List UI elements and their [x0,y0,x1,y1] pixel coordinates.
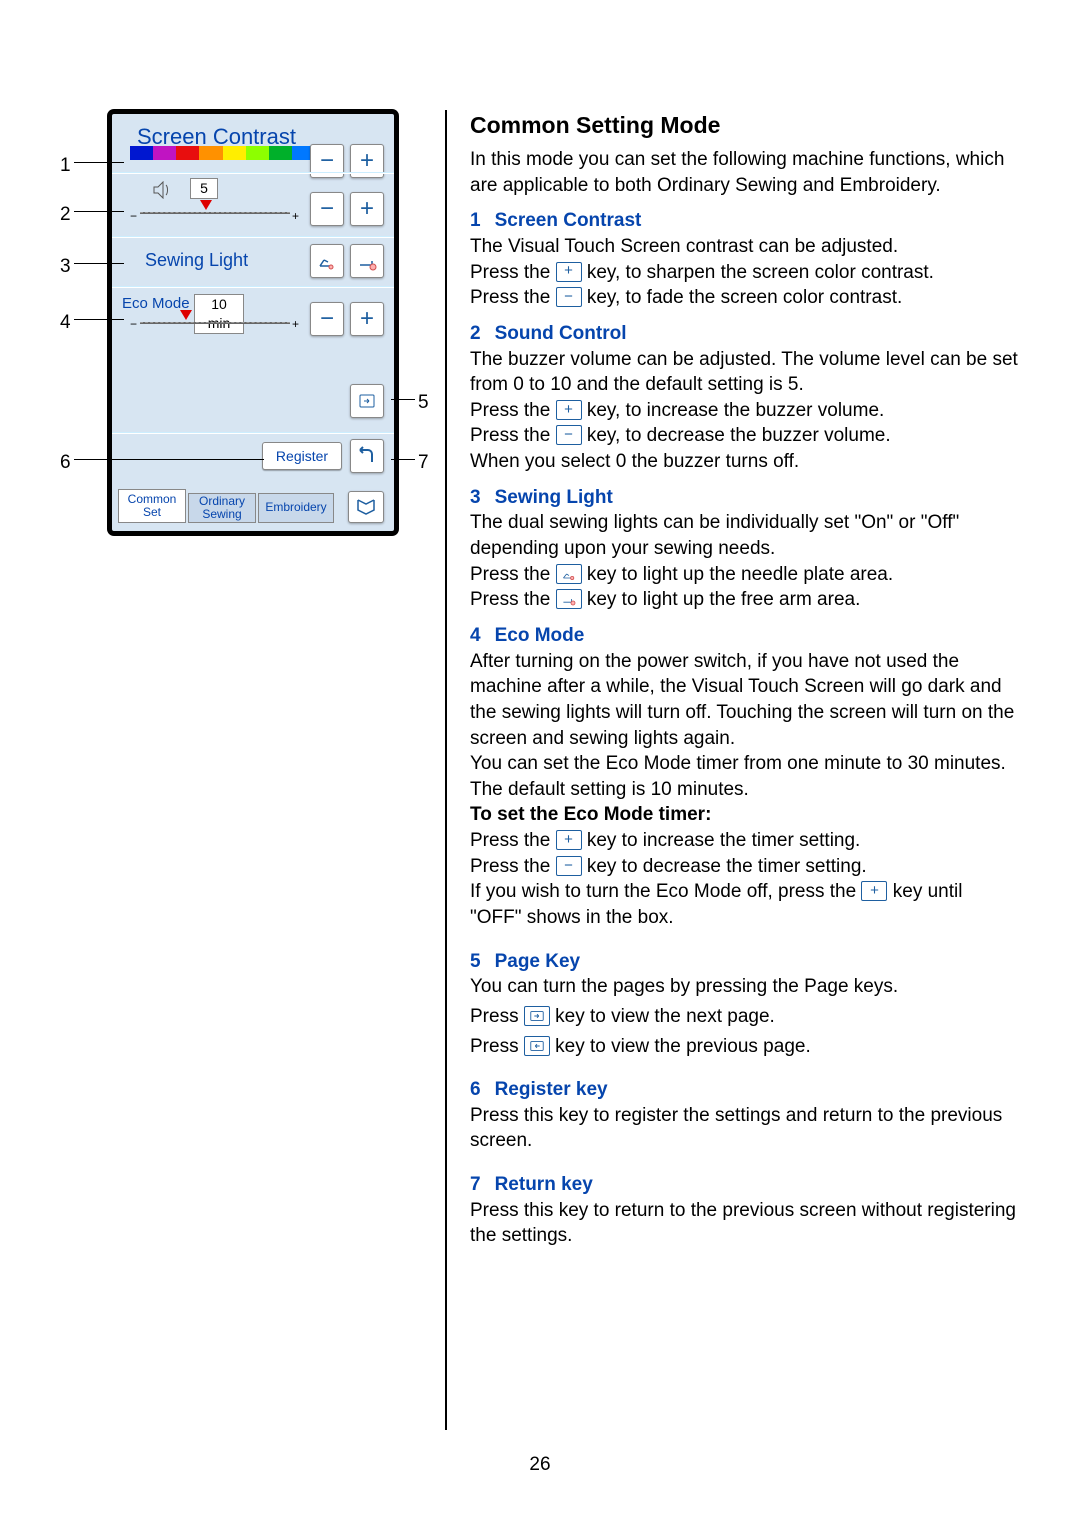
intro-paragraph: In this mode you can set the following m… [470,147,1018,198]
paragraph: Press this key to return to the previous… [470,1198,1018,1249]
callout-3: 3 [60,254,71,280]
minus-icon: − [556,856,582,876]
subhead-screen-contrast: 1Screen Contrast [470,208,1018,234]
sound-slider-pointer [200,200,212,210]
paragraph: You can turn the pages by pressing the P… [470,974,1018,1000]
page-next-icon [524,1006,550,1026]
paragraph: Press the key to light up the free arm a… [470,587,1018,613]
sound-slider[interactable] [140,212,290,214]
paragraph: Press key to view the next page. [470,1004,1018,1030]
text-column: Common Setting Mode In this mode you can… [470,110,1018,1259]
callout-7: 7 [418,450,429,476]
page-number: 26 [0,1452,1080,1478]
subhead-sewing-light: 3Sewing Light [470,485,1018,511]
subhead-register-key: 6Register key [470,1077,1018,1103]
slider-minus: − [130,316,137,332]
callout-5: 5 [418,390,429,416]
eco-mode-value: 10 min [194,294,244,334]
plus-icon: + [556,400,582,420]
plus-icon: + [861,881,887,901]
subhead-return-key: 7Return key [470,1172,1018,1198]
speaker-icon [152,181,172,207]
paragraph: You can set the Eco Mode timer from one … [470,751,1018,802]
touchscreen-figure: Screen Contrast − + 5 − + − + Sewing Lig… [108,110,398,535]
sound-value-box: 5 [190,178,218,199]
sewing-light-label: Sewing Light [145,248,248,272]
callout-4: 4 [60,310,71,336]
paragraph: Press the + key to increase the timer se… [470,828,1018,854]
light-plate-icon [556,564,582,584]
callout-6: 6 [60,450,71,476]
paragraph: When you select 0 the buzzer turns off. [470,449,1018,475]
callout-2: 2 [60,202,71,228]
paragraph: Press the + key, to sharpen the screen c… [470,260,1018,286]
eco-slider-pointer [180,310,192,320]
light-arm-icon [556,589,582,609]
paragraph: Press the + key, to increase the buzzer … [470,398,1018,424]
eco-timer-subhead: To set the Eco Mode timer: [470,802,1018,828]
tab-common-set[interactable]: CommonSet [118,489,186,523]
paragraph: Press this key to register the settings … [470,1103,1018,1154]
paragraph: Press the − key, to fade the screen colo… [470,285,1018,311]
plus-button[interactable]: + [350,192,384,226]
paragraph: The dual sewing lights can be individual… [470,510,1018,561]
page-next-button[interactable] [350,384,384,418]
subhead-page-key: 5Page Key [470,949,1018,975]
plus-icon: + [556,262,582,282]
slider-minus: − [130,208,137,224]
contrast-color-strip [130,146,315,160]
mode-icon-button[interactable] [348,491,384,523]
return-button[interactable] [350,439,384,473]
subhead-eco-mode: 4Eco Mode [470,623,1018,649]
paragraph: If you wish to turn the Eco Mode off, pr… [470,879,1018,930]
minus-button[interactable]: − [310,192,344,226]
subhead-sound-control: 2Sound Control [470,321,1018,347]
eco-slider[interactable] [140,322,290,324]
tab-ordinary-sewing[interactable]: OrdinarySewing [188,493,256,523]
minus-button[interactable]: − [310,302,344,336]
tab-embroidery[interactable]: Embroidery [258,493,334,523]
paragraph: Press the − key, to decrease the buzzer … [470,423,1018,449]
minus-icon: − [556,425,582,445]
callout-1: 1 [60,153,71,179]
slider-plus: + [292,316,299,332]
minus-icon: − [556,287,582,307]
paragraph: Press the − key to decrease the timer se… [470,854,1018,880]
light-plate-button[interactable] [310,244,344,278]
slider-plus: + [292,208,299,224]
plus-icon: + [556,830,582,850]
light-arm-button[interactable] [350,244,384,278]
column-divider [445,110,447,1430]
paragraph: The Visual Touch Screen contrast can be … [470,234,1018,260]
touchscreen: Screen Contrast − + 5 − + − + Sewing Lig… [108,110,398,535]
page-prev-icon [524,1036,550,1056]
section-title: Common Setting Mode [470,110,1018,141]
register-button[interactable]: Register [262,442,342,470]
paragraph: The buzzer volume can be adjusted. The v… [470,347,1018,398]
plus-button[interactable]: + [350,302,384,336]
paragraph: After turning on the power switch, if yo… [470,649,1018,752]
paragraph: Press key to view the previous page. [470,1034,1018,1060]
paragraph: Press the key to light up the needle pla… [470,562,1018,588]
